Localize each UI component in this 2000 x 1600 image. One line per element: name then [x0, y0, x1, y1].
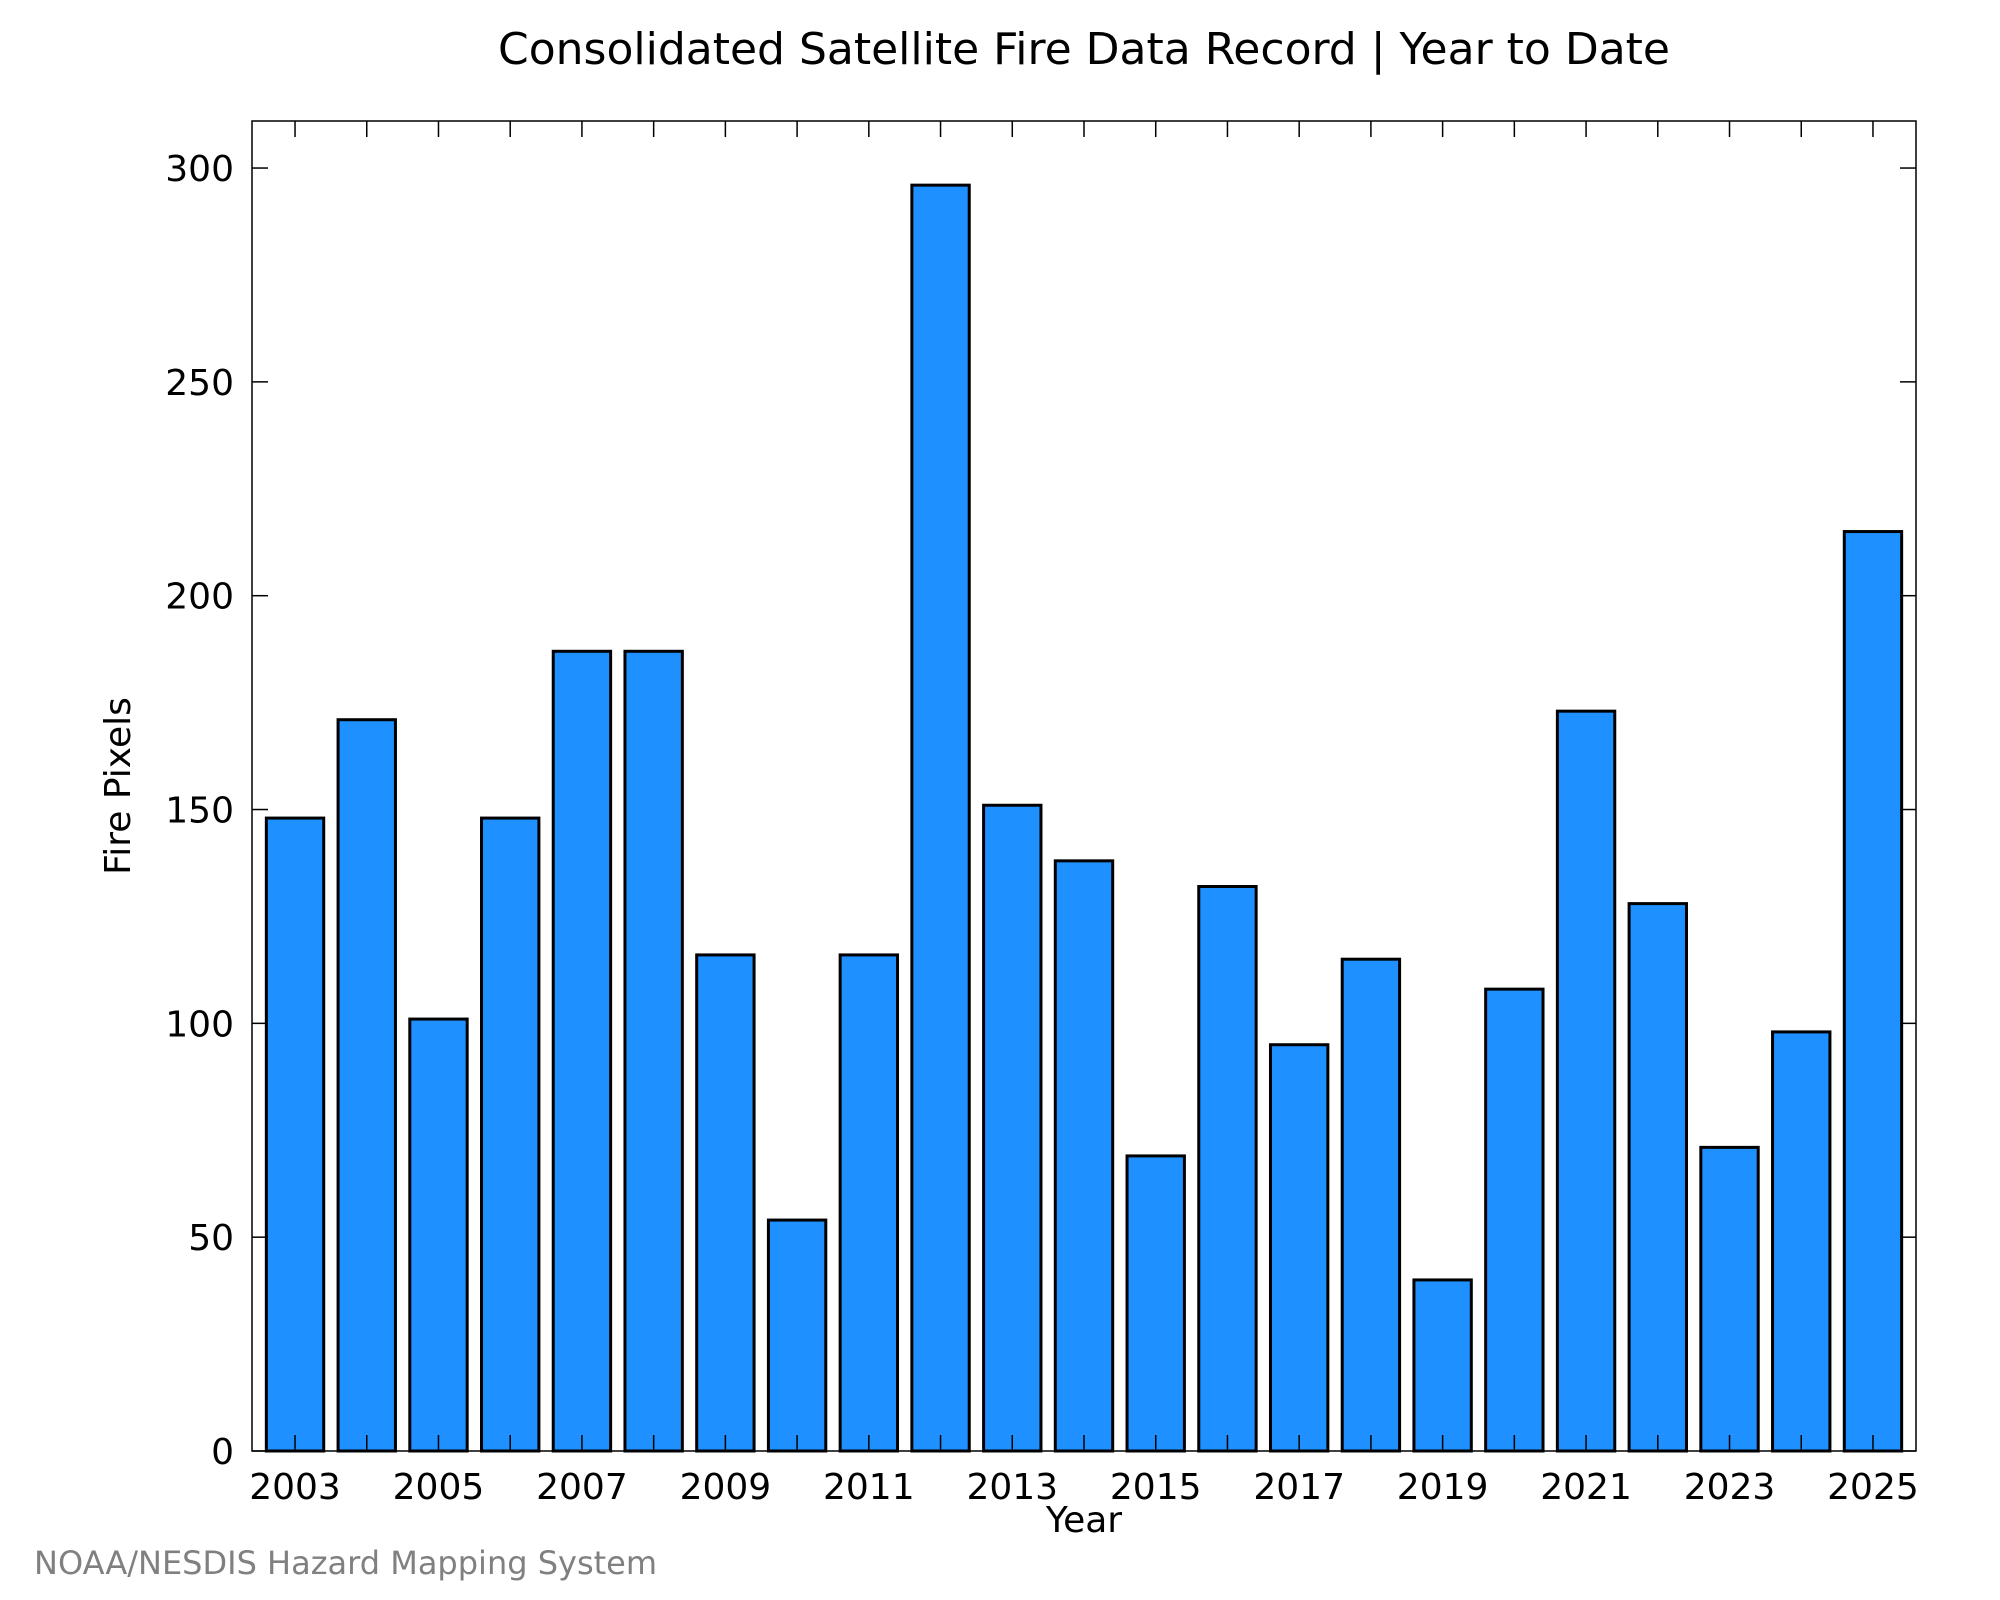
bar-2013 — [982, 803, 1043, 1453]
bar-2016 — [1197, 884, 1258, 1453]
bar-2022 — [1627, 902, 1688, 1453]
chart-title: Consolidated Satellite Fire Data Record … — [498, 24, 1670, 75]
y-tick-label-300: 300 — [165, 149, 234, 190]
x-tick-label-2003: 2003 — [249, 1467, 341, 1508]
bar-2006 — [480, 816, 541, 1453]
y-tick-label-50: 50 — [188, 1218, 234, 1259]
bar-2025 — [1842, 530, 1904, 1453]
bar-2018 — [1340, 957, 1402, 1453]
bar-2017 — [1268, 1043, 1330, 1453]
y-axis-tick-labels: 0 50 100 150 200 250 300 — [165, 149, 234, 1473]
y-axis-label: Fire Pixels — [98, 697, 139, 875]
bar-2009 — [695, 953, 756, 1453]
bar-2005 — [408, 1017, 469, 1453]
bar-2003 — [264, 816, 326, 1453]
bar-2008 — [623, 649, 684, 1453]
bars-layer — [264, 183, 1904, 1453]
bar-2010 — [766, 1218, 828, 1453]
x-tick-label-2017: 2017 — [1253, 1467, 1345, 1508]
x-tick-label-2019: 2019 — [1397, 1467, 1489, 1508]
bar-2020 — [1484, 987, 1545, 1453]
bar-2007 — [551, 649, 613, 1453]
source-credit: NOAA/NESDIS Hazard Mapping System — [34, 1544, 657, 1582]
bar-2014 — [1053, 859, 1115, 1453]
x-axis-tick-labels: 2003 2005 2007 2009 2011 2013 2015 2017 2019 2021… — [249, 1467, 1919, 1508]
bar-2023 — [1699, 1145, 1760, 1453]
x-axis-label: Year — [1045, 1500, 1122, 1541]
x-tick-label-2007: 2007 — [536, 1467, 628, 1508]
y-tick-label-0: 0 — [211, 1432, 234, 1473]
bar-2012 — [910, 183, 971, 1453]
y-tick-label-250: 250 — [165, 363, 234, 404]
x-tick-label-2011: 2011 — [823, 1467, 915, 1508]
x-tick-label-2009: 2009 — [680, 1467, 772, 1508]
plot-frame — [251, 120, 1917, 1452]
bar-2004 — [336, 718, 397, 1453]
bar-2011 — [838, 953, 900, 1453]
bar-2021 — [1555, 709, 1617, 1453]
x-tick-label-2013: 2013 — [966, 1467, 1058, 1508]
x-tick-label-2021: 2021 — [1540, 1467, 1632, 1508]
ticks-layer — [252, 121, 1916, 1452]
x-tick-label-2015: 2015 — [1110, 1467, 1202, 1508]
y-tick-label-150: 150 — [165, 791, 234, 832]
x-tick-label-2025: 2025 — [1827, 1467, 1919, 1508]
x-tick-label-2023: 2023 — [1684, 1467, 1776, 1508]
x-tick-label-2005: 2005 — [393, 1467, 485, 1508]
y-tick-label-200: 200 — [165, 577, 234, 618]
bar-2024 — [1771, 1030, 1832, 1453]
y-tick-label-100: 100 — [165, 1004, 234, 1045]
bar-2019 — [1412, 1278, 1473, 1453]
bar-2015 — [1125, 1154, 1186, 1453]
